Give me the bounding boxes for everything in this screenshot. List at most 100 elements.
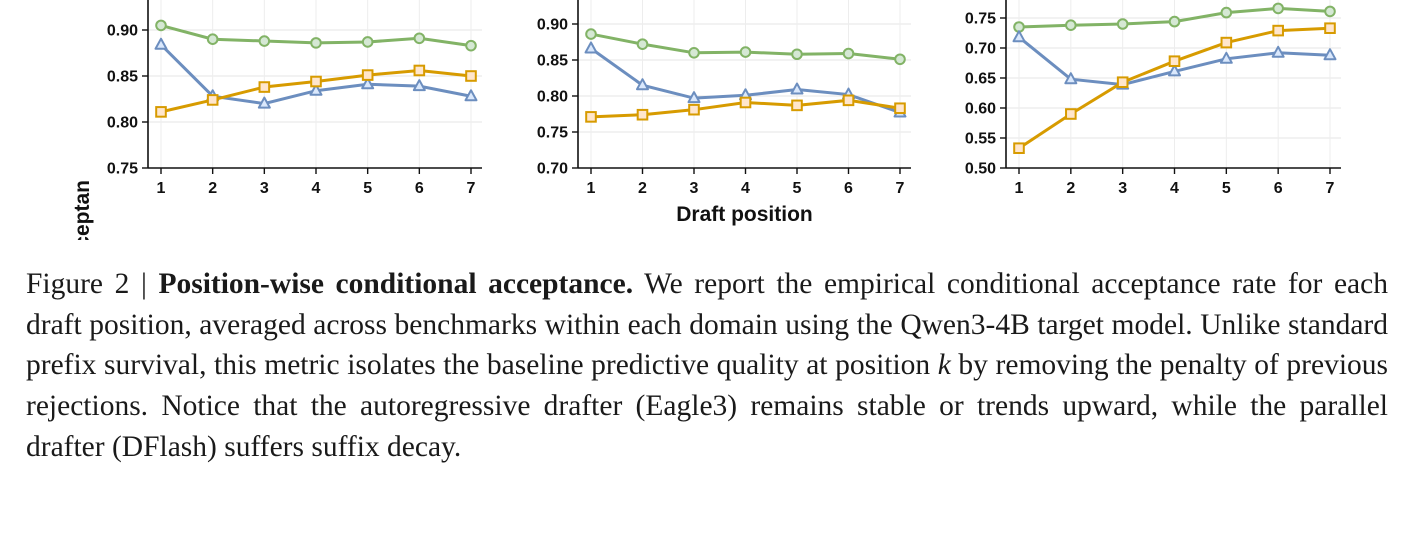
series-square: [585, 94, 906, 123]
data-point-square: [1013, 142, 1025, 154]
data-point-circle: [413, 32, 426, 45]
y-tick-label: 0.75: [107, 161, 138, 178]
data-point-square: [465, 70, 477, 82]
data-point-circle: [206, 33, 219, 46]
data-point-square: [894, 102, 906, 115]
data-point-circle: [1324, 5, 1336, 18]
x-tick-label: 1: [587, 180, 596, 197]
x-tick-label: 4: [312, 180, 321, 197]
data-point-triangle: [1012, 30, 1026, 43]
data-point-circle: [1220, 6, 1233, 19]
data-point-circle: [585, 28, 597, 40]
data-point-circle: [310, 37, 322, 49]
caption-title: Position-wise conditional acceptance.: [158, 268, 634, 300]
data-point-circle: [1065, 19, 1077, 32]
y-tick-label: 0.65: [965, 71, 996, 88]
x-tick-label: 4: [1170, 180, 1179, 197]
data-point-square: [413, 64, 426, 77]
y-axis-label: Cond. acceptan: [71, 180, 94, 240]
chart-panel-left: 0.75 0.80 0.85 0.90 1 2 3 4 5 6 7 Cond. acceptan: [71, 0, 482, 240]
x-tick-label: 3: [690, 180, 699, 197]
y-tick-label: 0.75: [537, 125, 568, 142]
data-point-square: [258, 81, 271, 93]
y-tick-label: 0.70: [537, 161, 568, 178]
data-point-circle: [636, 38, 649, 50]
x-tick-label: 1: [157, 180, 166, 197]
x-tick-label: 2: [208, 180, 217, 197]
data-point-circle: [155, 19, 167, 32]
y-tick-label: 0.80: [537, 89, 568, 106]
x-tick-label: 7: [896, 180, 905, 197]
data-point-circle: [1168, 15, 1181, 28]
y-tick-label: 0.50: [965, 161, 996, 178]
y-tick-label: 0.90: [537, 17, 568, 34]
x-tick-label: 1: [1015, 180, 1024, 197]
figure-2-charts: 0.75 0.80 0.85 0.90 1 2 3 4 5 6 7 Cond. acceptan 0.…: [71, 0, 1341, 240]
data-point-square: [1272, 24, 1284, 37]
data-point-triangle: [584, 41, 598, 54]
data-point-square: [206, 94, 219, 106]
data-point-circle: [842, 47, 855, 60]
series-circle: [1013, 2, 1336, 33]
data-point-square: [688, 103, 700, 116]
caption-prefix: Figure 2 |: [26, 268, 159, 300]
data-point-square: [310, 75, 322, 88]
data-point-circle: [894, 53, 906, 66]
x-tick-label: 6: [1274, 180, 1283, 197]
data-point-circle: [791, 48, 803, 61]
y-tick-label: 0.85: [537, 53, 568, 70]
x-tick-label: 3: [260, 180, 269, 197]
data-point-square: [739, 96, 752, 109]
y-tick-label: 0.70: [965, 41, 996, 58]
figure-caption: Figure 2 | Position-wise conditional acc…: [26, 264, 1388, 468]
series-circle: [155, 19, 477, 52]
caption-text-2: by removing the penalty of previous reje…: [26, 349, 1388, 463]
series-square: [155, 64, 477, 118]
data-point-circle: [258, 35, 271, 47]
caption-variable-k: k: [937, 349, 951, 382]
data-point-triangle: [1219, 51, 1233, 64]
data-point-triangle: [154, 37, 168, 50]
x-tick-label: 2: [1066, 180, 1075, 197]
data-point-square: [1220, 36, 1233, 49]
y-tick-label: 0.85: [107, 69, 138, 86]
data-point-square: [155, 106, 167, 118]
data-point-triangle: [790, 82, 804, 95]
data-point-square: [1324, 22, 1336, 34]
data-point-triangle: [1271, 45, 1285, 58]
data-point-circle: [739, 46, 752, 58]
data-point-square: [361, 69, 374, 81]
data-point-triangle: [412, 79, 426, 92]
data-point-triangle: [257, 96, 271, 109]
data-point-square: [791, 99, 803, 112]
data-point-circle: [465, 39, 477, 52]
y-tick-label: 0.80: [107, 115, 138, 132]
x-tick-label: 4: [741, 180, 750, 197]
data-point-circle: [688, 47, 700, 59]
data-point-triangle: [1168, 64, 1181, 77]
chart-panel-middle: 0.70 0.75 0.80 0.85 0.90 1 2 3 4 5 6 7 Draft positio…: [537, 0, 911, 226]
x-tick-label: 5: [793, 180, 802, 197]
data-point-circle: [1272, 2, 1284, 15]
data-point-square: [1116, 76, 1129, 89]
data-point-square: [1065, 108, 1077, 120]
x-tick-label: 7: [467, 180, 476, 197]
x-tick-label: 3: [1118, 180, 1127, 197]
data-point-square: [1168, 55, 1181, 68]
x-tick-label: 2: [638, 180, 647, 197]
data-point-triangle: [636, 78, 649, 91]
x-tick-label: 7: [1326, 180, 1335, 197]
x-tick-label: 5: [1222, 180, 1231, 197]
series-circle: [585, 28, 906, 66]
data-point-square: [636, 108, 649, 121]
data-point-triangle: [1064, 72, 1078, 85]
data-point-triangle: [309, 83, 323, 96]
caption-text-1: We report the empirical conditional acce…: [26, 268, 1388, 382]
x-tick-label: 6: [415, 180, 424, 197]
data-point-circle: [1116, 18, 1129, 30]
y-tick-label: 0.60: [965, 101, 996, 118]
data-point-square: [585, 111, 597, 123]
x-tick-label: 6: [844, 180, 853, 197]
data-point-triangle: [464, 89, 478, 102]
data-point-circle: [361, 36, 374, 48]
